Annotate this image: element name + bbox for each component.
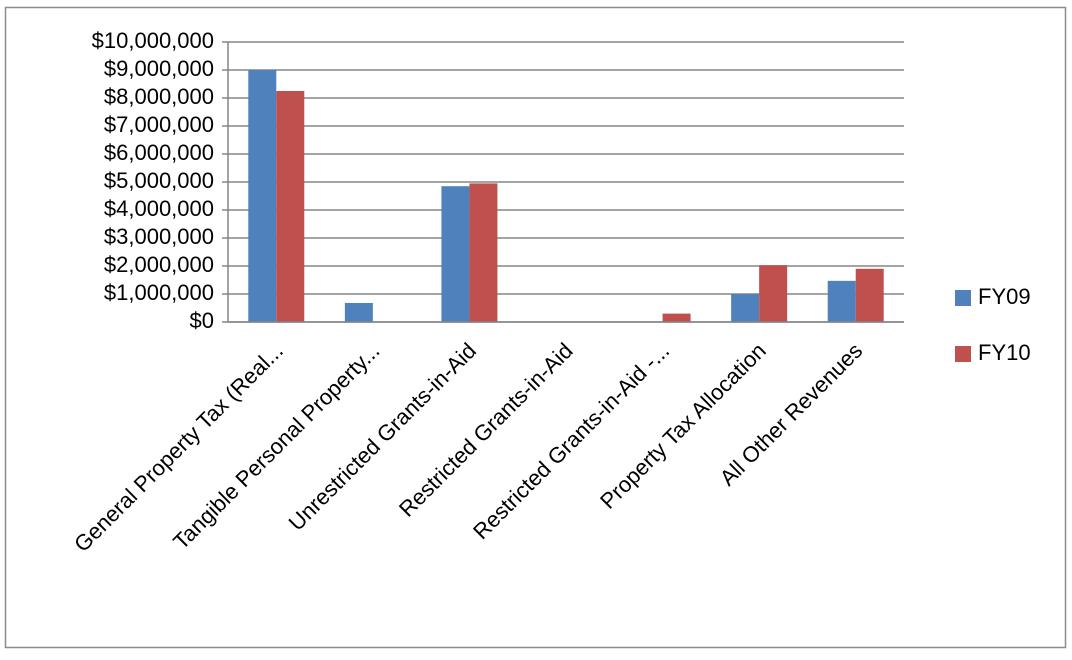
bar [276, 91, 305, 322]
y-tick-label: $0 [190, 308, 214, 333]
chart-border [4, 6, 1067, 649]
y-tick-label: $10,000,000 [92, 28, 214, 53]
legend-swatch [955, 290, 971, 306]
bar [759, 265, 788, 322]
legend-label: FY09 [978, 284, 1031, 309]
y-tick-label: $8,000,000 [104, 84, 214, 109]
bar [662, 313, 691, 322]
y-tick-label: $3,000,000 [104, 224, 214, 249]
y-tick-label: $2,000,000 [104, 252, 214, 277]
bar [248, 70, 277, 322]
bar [469, 183, 498, 322]
y-tick-label: $4,000,000 [104, 196, 214, 221]
y-tick-label: $1,000,000 [104, 280, 214, 305]
y-tick-label: $5,000,000 [104, 168, 214, 193]
legend-swatch [955, 346, 971, 362]
bar [855, 268, 884, 322]
legend-label: FY10 [978, 340, 1031, 365]
y-tick-label: $9,000,000 [104, 56, 214, 81]
bar [344, 302, 373, 322]
bar [441, 186, 470, 322]
y-tick-label: $7,000,000 [104, 112, 214, 137]
y-tick-label: $6,000,000 [104, 140, 214, 165]
bar [731, 294, 760, 322]
bar [827, 280, 856, 322]
